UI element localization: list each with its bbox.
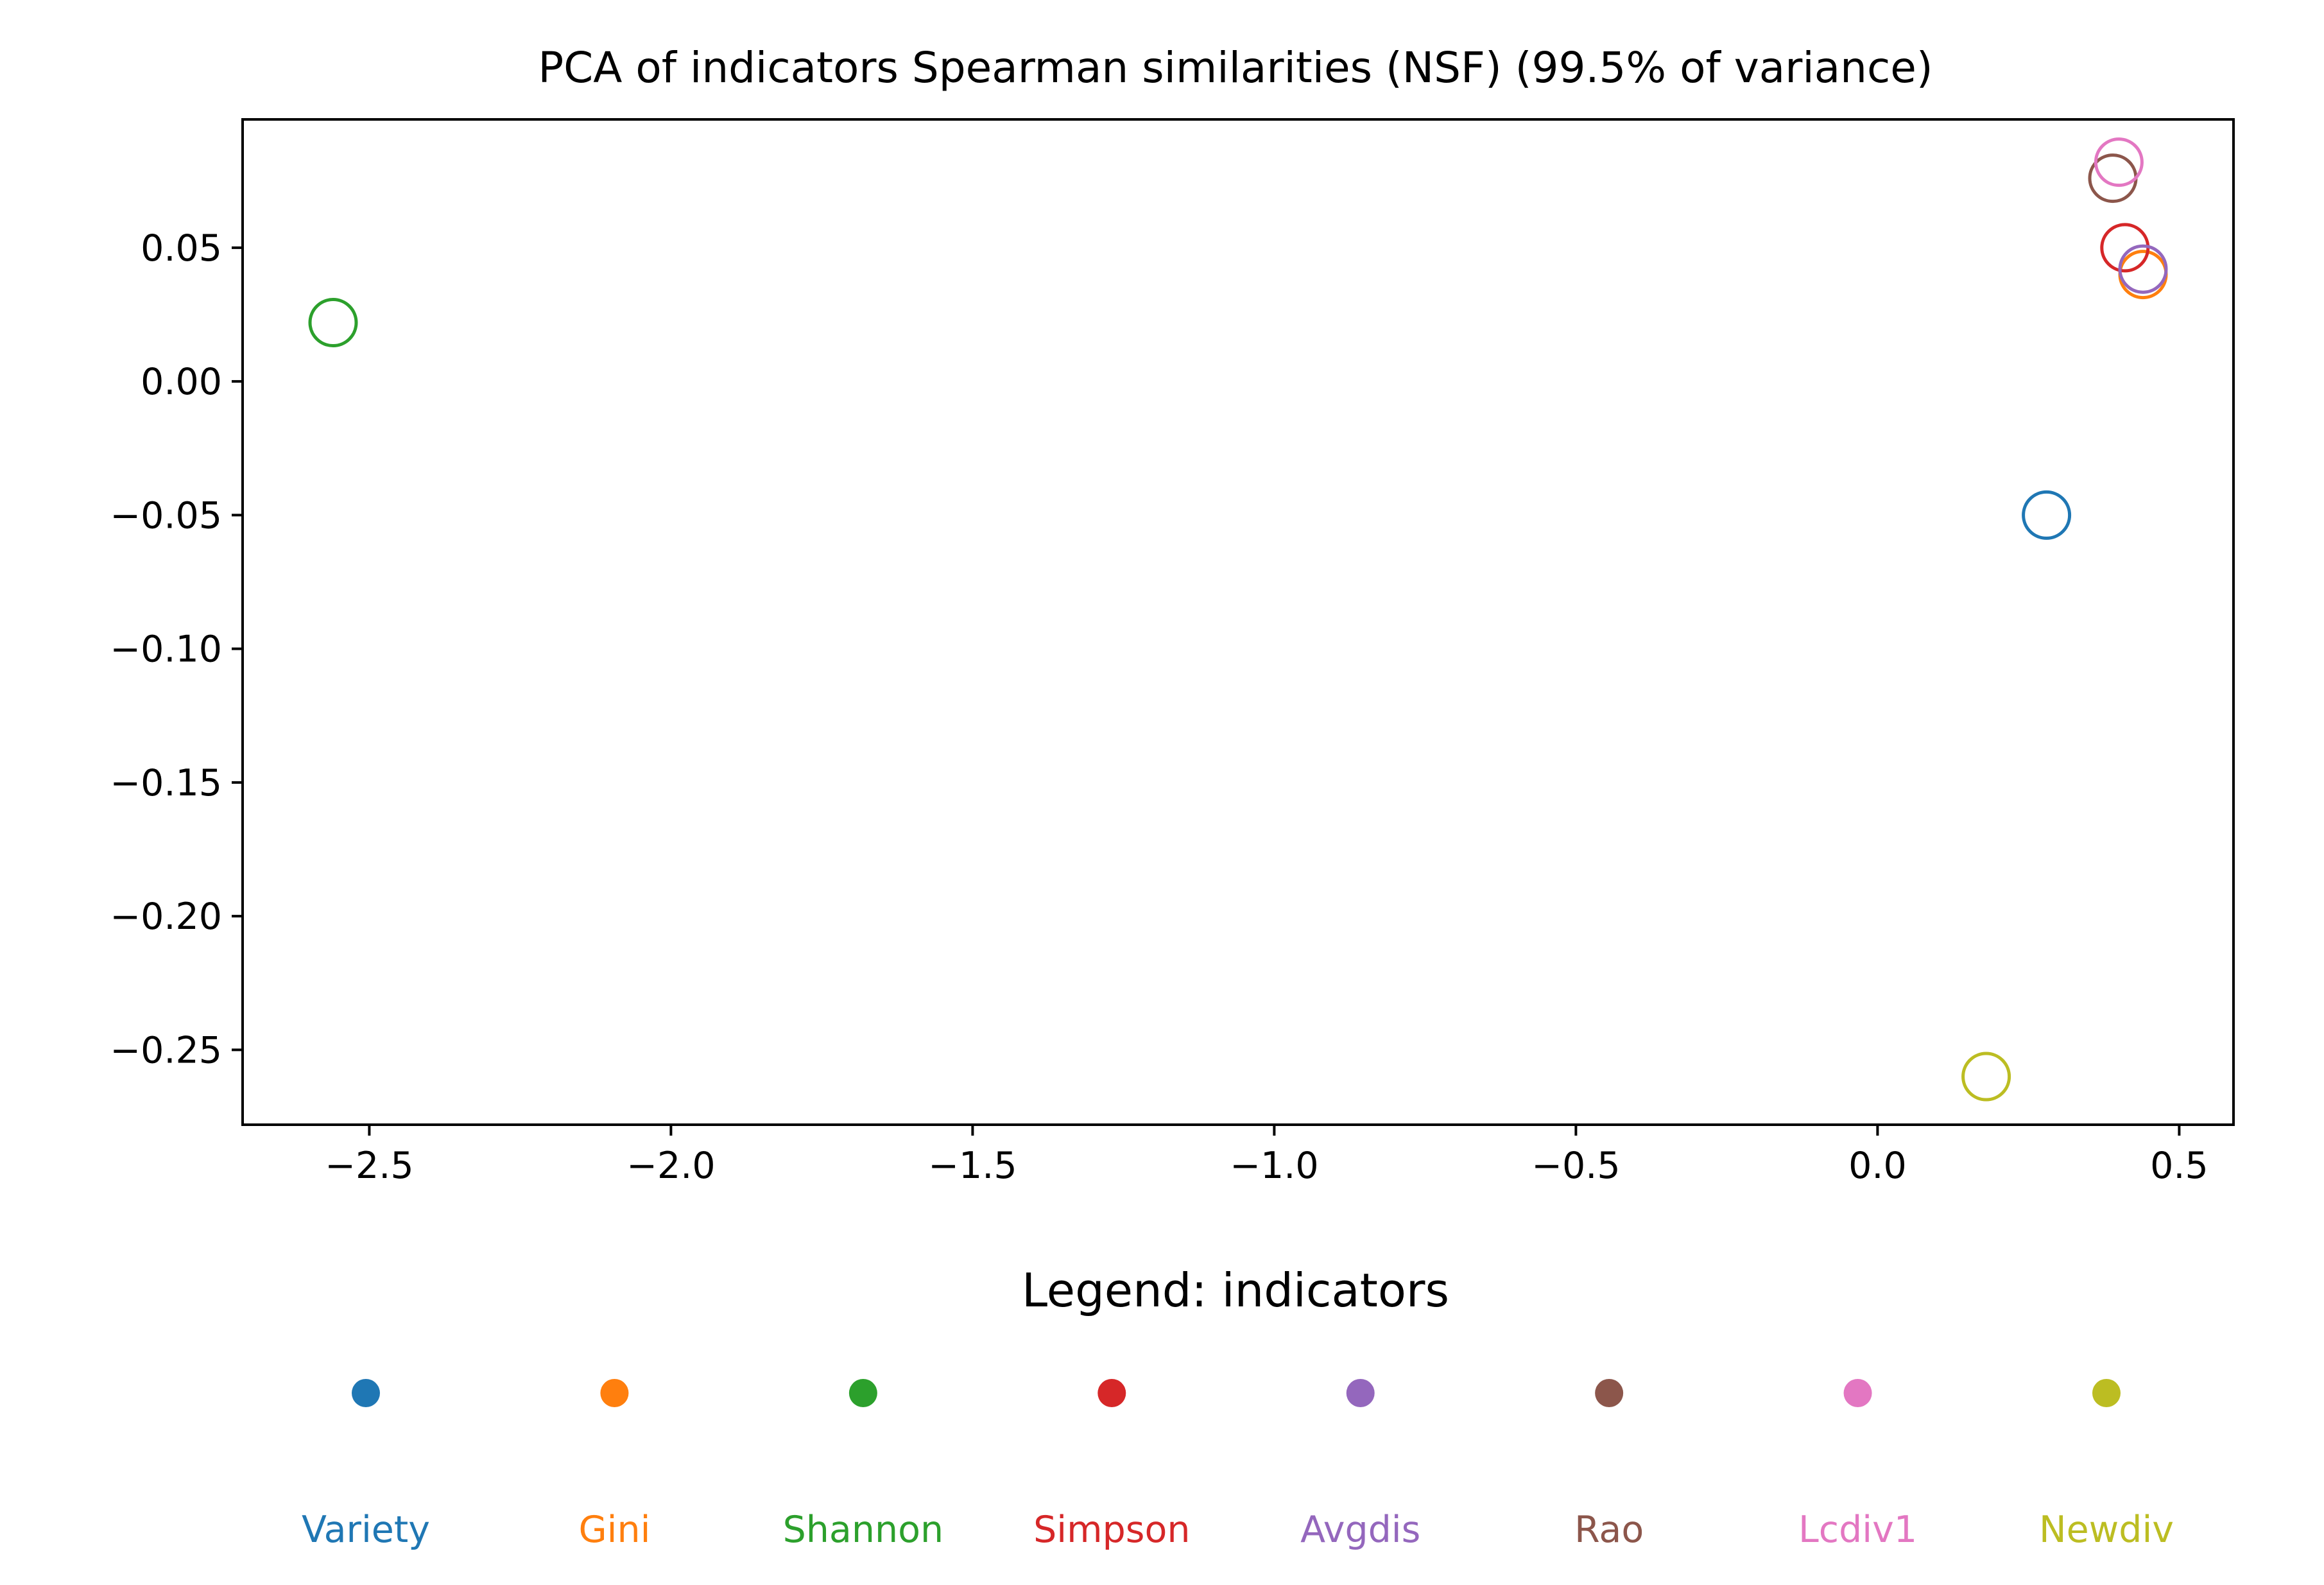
legend-title: Legend: indicators bbox=[1022, 1263, 1449, 1317]
y-tick-label: −0.20 bbox=[110, 896, 222, 938]
legend-label-rao: Rao bbox=[1574, 1509, 1644, 1551]
legend-label-simpson: Simpson bbox=[1033, 1509, 1190, 1551]
x-tick-label: −1.5 bbox=[928, 1145, 1017, 1187]
legend: Variety Gini Shannon Simpson Avgdis Rao Lcdiv1… bbox=[302, 1379, 2174, 1551]
y-tick-label: −0.10 bbox=[110, 628, 222, 671]
legend-marker-lcdiv1 bbox=[1843, 1379, 1872, 1407]
y-axis: 0.05 0.00 −0.05 −0.10 −0.15 −0.20 −0.25 bbox=[110, 227, 243, 1071]
y-tick-label: 0.05 bbox=[141, 227, 222, 270]
point-lcdiv1 bbox=[2094, 137, 2144, 187]
legend-label-lcdiv1: Lcdiv1 bbox=[1798, 1509, 1917, 1551]
y-tick-label: −0.15 bbox=[110, 762, 222, 804]
y-tick-label: −0.25 bbox=[110, 1029, 222, 1071]
legend-label-variety: Variety bbox=[302, 1509, 430, 1551]
legend-marker-gini bbox=[600, 1379, 629, 1407]
y-tick-label: 0.00 bbox=[141, 361, 222, 403]
legend-marker-avgdis bbox=[1346, 1379, 1375, 1407]
legend-marker-shannon bbox=[848, 1379, 877, 1407]
legend-marker-variety bbox=[352, 1379, 380, 1407]
y-tick-label: −0.05 bbox=[110, 494, 222, 537]
legend-label-gini: Gini bbox=[578, 1509, 650, 1551]
x-tick-label: 0.5 bbox=[2150, 1145, 2208, 1187]
chart-title: PCA of indicators Spearman similarities … bbox=[538, 43, 1932, 92]
x-tick-label: −0.5 bbox=[1531, 1145, 1620, 1187]
plot-area-frame bbox=[241, 118, 2235, 1126]
legend-label-shannon: Shannon bbox=[783, 1509, 944, 1551]
scatter-points bbox=[308, 137, 2168, 1102]
legend-label-avgdis: Avgdis bbox=[1300, 1509, 1420, 1551]
legend-marker-simpson bbox=[1097, 1379, 1126, 1407]
point-shannon bbox=[308, 298, 358, 348]
point-avgdis bbox=[2118, 244, 2168, 294]
point-variety bbox=[2022, 490, 2072, 540]
x-tick-label: 0.0 bbox=[1848, 1145, 1907, 1187]
x-tick-label: −2.0 bbox=[626, 1145, 715, 1187]
x-tick-label: −1.0 bbox=[1230, 1145, 1318, 1187]
x-axis: −2.5 −2.0 −1.5 −1.0 −0.5 0.0 0.5 bbox=[325, 1125, 2208, 1187]
legend-label-newdiv: Newdiv bbox=[2039, 1509, 2174, 1551]
legend-marker-rao bbox=[1595, 1379, 1624, 1407]
legend-marker-newdiv bbox=[2092, 1379, 2121, 1407]
point-newdiv bbox=[1961, 1052, 2011, 1102]
x-tick-label: −2.5 bbox=[325, 1145, 413, 1187]
